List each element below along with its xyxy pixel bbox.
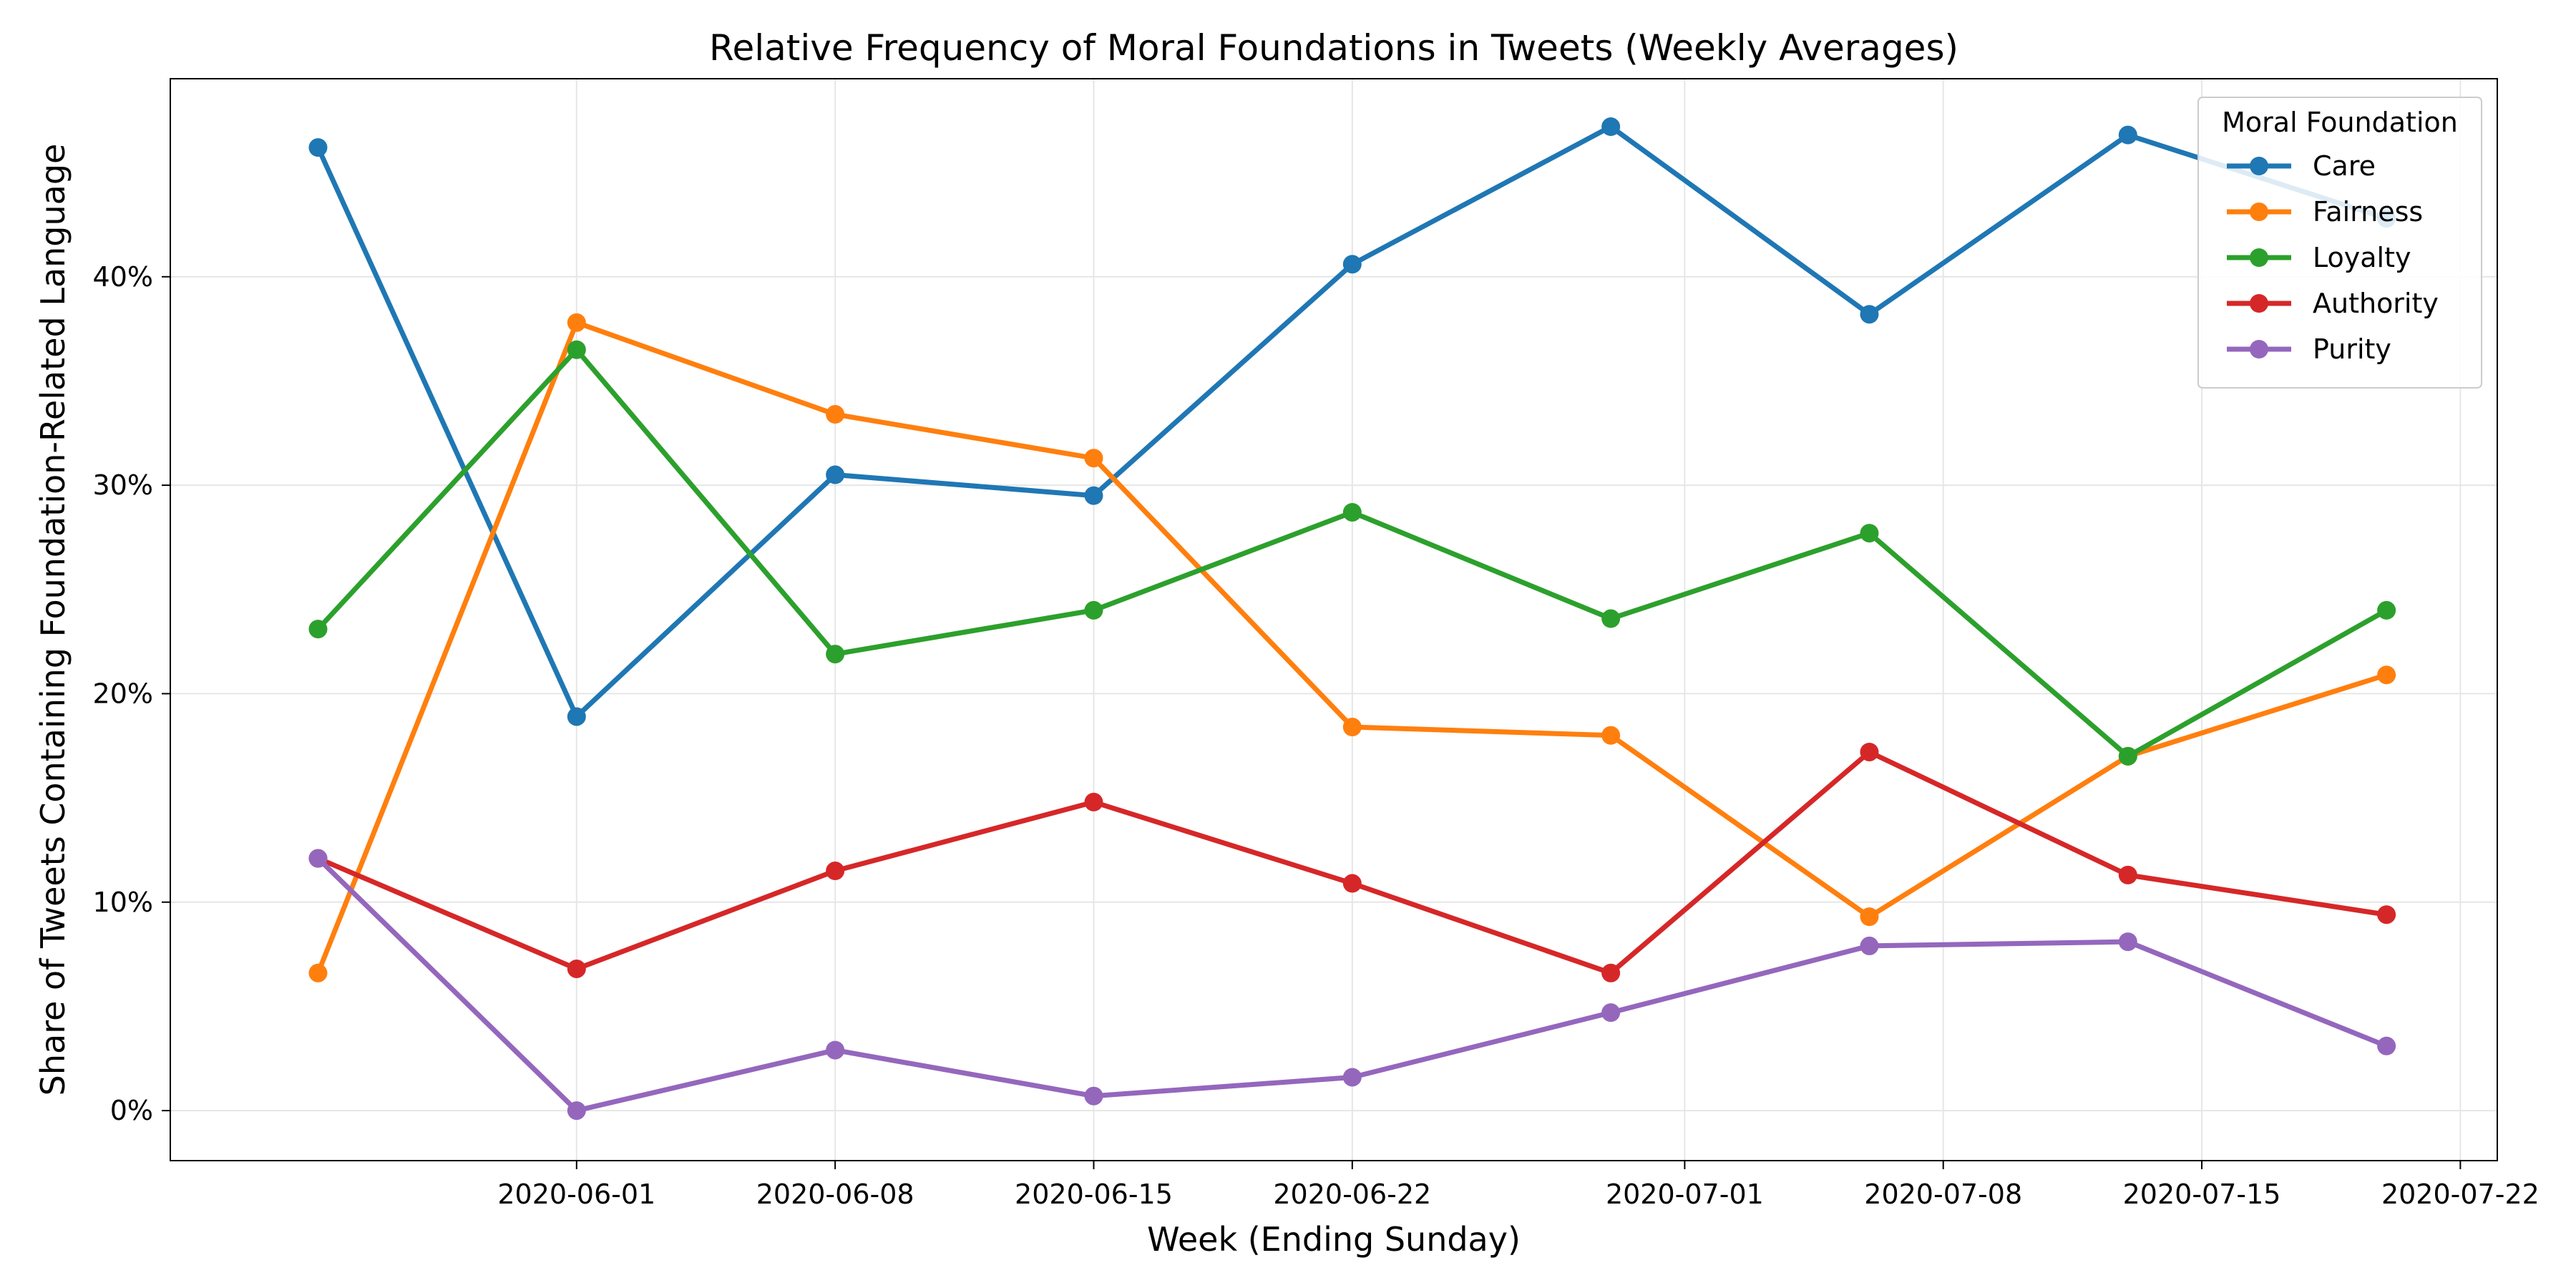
data-point-purity <box>1601 1003 1621 1023</box>
legend-swatch-marker <box>2250 248 2268 267</box>
series-lines <box>308 117 2396 1121</box>
legend-label-authority: Authority <box>2313 288 2439 319</box>
legend-title: Moral Foundation <box>2222 107 2458 138</box>
data-point-purity <box>567 1101 586 1121</box>
data-point-purity <box>1084 1086 1103 1106</box>
x-tick-label: 2020-07-01 <box>1606 1179 1764 1210</box>
data-point-care <box>2118 125 2137 145</box>
legend: Moral Foundation Care Fairness Loyalty Auth… <box>2197 97 2482 389</box>
y-tick-label: 20% <box>93 678 153 709</box>
legend-label-loyalty: Loyalty <box>2313 242 2411 273</box>
data-point-authority <box>826 862 845 881</box>
grid <box>170 79 2497 1161</box>
legend-item-loyalty: Loyalty <box>2227 242 2411 273</box>
x-tick-label: 2020-06-15 <box>1015 1179 1173 1210</box>
data-point-purity <box>826 1040 845 1060</box>
series-fairness <box>308 313 2396 982</box>
data-point-authority <box>1342 874 1362 893</box>
legend-swatch-marker <box>2250 294 2268 313</box>
data-point-loyalty <box>1860 524 1879 543</box>
data-point-loyalty <box>2118 746 2137 766</box>
data-point-purity <box>1860 936 1879 955</box>
data-point-authority <box>2377 905 2396 924</box>
x-axis-label: Week (Ending Sunday) <box>1147 1220 1521 1259</box>
data-point-fairness <box>1860 907 1879 927</box>
x-tick-label: 2020-07-08 <box>1864 1179 2022 1210</box>
data-point-purity <box>2377 1036 2396 1055</box>
data-point-care <box>1342 255 1362 274</box>
data-point-care <box>308 138 328 157</box>
data-point-loyalty <box>1084 600 1103 620</box>
series-authority <box>308 742 2396 982</box>
data-point-purity <box>2118 932 2137 952</box>
x-tick-label: 2020-07-22 <box>2381 1179 2540 1210</box>
y-tick-label: 30% <box>93 469 153 501</box>
legend-label-care: Care <box>2313 150 2376 182</box>
chart-title: Relative Frequency of Moral Foundations … <box>709 27 1958 69</box>
x-tick-label: 2020-06-08 <box>756 1179 914 1210</box>
data-point-care <box>1860 305 1879 324</box>
series-purity <box>308 849 2396 1121</box>
plot-area-frame <box>170 78 2498 1161</box>
legend-box <box>2197 97 2482 389</box>
data-point-authority <box>2118 865 2137 884</box>
legend-label-purity: Purity <box>2313 333 2391 365</box>
data-point-fairness <box>1084 449 1103 468</box>
legend-label-fairness: Fairness <box>2313 196 2423 228</box>
data-point-authority <box>1601 963 1621 982</box>
legend-swatch-marker <box>2250 340 2268 358</box>
legend-swatch-marker <box>2250 203 2268 221</box>
legend-item-purity: Purity <box>2227 333 2391 365</box>
data-point-purity <box>1342 1068 1362 1087</box>
data-point-care <box>567 707 586 726</box>
data-point-authority <box>1084 792 1103 811</box>
data-point-loyalty <box>2377 600 2396 620</box>
y-tick-label: 10% <box>93 887 153 918</box>
data-point-care <box>1084 486 1103 505</box>
data-point-fairness <box>2377 665 2396 685</box>
data-point-loyalty <box>567 340 586 359</box>
data-point-fairness <box>1601 726 1621 745</box>
x-tick-label: 2020-07-15 <box>2123 1179 2281 1210</box>
data-point-care <box>826 465 845 484</box>
data-point-loyalty <box>1601 609 1621 628</box>
y-axis-label: Share of Tweets Containing Foundation-Re… <box>34 144 72 1096</box>
data-point-authority <box>1860 742 1879 761</box>
data-point-fairness <box>1342 718 1362 737</box>
data-point-fairness <box>308 963 328 982</box>
legend-item-authority: Authority <box>2227 288 2439 319</box>
x-tick-label: 2020-06-01 <box>497 1179 655 1210</box>
series-loyalty <box>308 340 2396 766</box>
legend-items: Care Fairness Loyalty Authority Purity <box>2227 150 2439 365</box>
data-point-loyalty <box>308 620 328 639</box>
data-point-loyalty <box>1342 502 1362 522</box>
legend-swatch-marker <box>2250 157 2268 175</box>
y-tick-label: 0% <box>110 1095 153 1126</box>
x-axis-ticks: 2020-06-01 2020-06-08 2020-06-15 2020-06-22… <box>497 1161 2540 1210</box>
data-point-purity <box>308 849 328 868</box>
data-point-loyalty <box>826 645 845 664</box>
legend-item-fairness: Fairness <box>2227 196 2423 228</box>
data-point-authority <box>567 959 586 978</box>
y-axis-ticks: 0% 10% 20% 30% 40% <box>93 261 170 1126</box>
data-point-fairness <box>826 405 845 424</box>
legend-item-care: Care <box>2227 150 2376 182</box>
data-point-care <box>1601 117 1621 137</box>
y-tick-label: 40% <box>93 261 153 293</box>
data-point-fairness <box>567 313 586 332</box>
x-tick-label: 2020-06-22 <box>1273 1179 1431 1210</box>
